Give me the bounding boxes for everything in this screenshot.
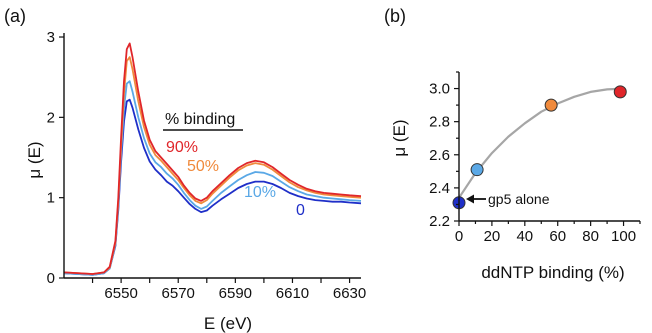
panel-b-x-tick-label: 60 — [549, 228, 566, 245]
panel-a-x-tick-label: 6610 — [276, 285, 309, 302]
panel-a-x-tick-label: 6550 — [104, 285, 137, 302]
panel-a-y-axis-label: μ (E) — [25, 141, 44, 178]
panel-b-y-tick-label: 2.4 — [429, 180, 450, 197]
panel-a-y-tick-label: 0 — [47, 270, 55, 287]
panel-b-x-axis-label: ddNTP binding (%) — [481, 263, 624, 282]
panel-a: (a) 6550 6570 6590 6610 6630 0 1 2 3 E (eV) μ (E… — [4, 6, 366, 333]
panel-b-x-tick-label: 100 — [611, 228, 636, 245]
series-label-90pct: 90% — [166, 139, 198, 156]
panel-b-plot-area — [452, 85, 627, 210]
panel-b-x-tick-label: 20 — [484, 228, 501, 245]
panel-b-y-tick-label: 2.6 — [429, 147, 450, 164]
panel-a-label: (a) — [4, 6, 26, 26]
panel-a-axes: 6550 6570 6590 6610 6630 0 1 2 3 — [47, 29, 367, 302]
panel-b-y-tick-label: 3.0 — [429, 81, 450, 98]
panel-a-x-tick-label: 6590 — [219, 285, 252, 302]
panel-b-label: (b) — [384, 6, 406, 26]
data-point-3 — [613, 85, 627, 99]
panel-b-y-tick-label: 2.8 — [429, 114, 450, 131]
annotation-gp5-alone: gp5 alone — [488, 191, 550, 207]
data-point-2 — [544, 98, 558, 112]
panel-b-y-tick-label: 2.2 — [429, 213, 450, 230]
series-label-0: 0 — [296, 202, 305, 219]
legend-title: % binding — [165, 111, 235, 128]
fit-curve — [458, 87, 624, 199]
series-label-10pct: 10% — [244, 184, 276, 201]
panel-a-y-tick-label: 1 — [47, 190, 55, 207]
series-labels: 0 10% 50% 90% — [166, 139, 305, 219]
panel-a-x-tick-label: 6630 — [333, 285, 366, 302]
panel-a-y-tick-label: 2 — [47, 109, 55, 126]
data-point-1 — [470, 163, 484, 177]
series-line-90pct — [63, 42, 362, 275]
panel-b-axes: 0 20 40 60 80 100 2.2 2.4 2.6 2.8 3.0 — [429, 71, 641, 245]
panel-b: (b) 0 20 40 60 80 100 2.2 2.4 2.6 2.8 3.0 ddNTP bi… — [384, 6, 641, 282]
panel-a-x-axis-label: E (eV) — [204, 314, 252, 333]
panel-a-plot-area — [63, 42, 362, 276]
panel-b-x-tick-label: 40 — [516, 228, 533, 245]
panel-a-x-tick-label: 6570 — [162, 285, 195, 302]
panel-b-x-tick-label: 80 — [582, 228, 599, 245]
panel-a-y-tick-label: 3 — [47, 29, 55, 46]
panel-b-y-axis-label: μ (E) — [390, 119, 409, 156]
panel-b-x-tick-label: 0 — [455, 228, 463, 245]
series-label-50pct: 50% — [187, 158, 219, 175]
annotation-arrow — [466, 194, 486, 204]
